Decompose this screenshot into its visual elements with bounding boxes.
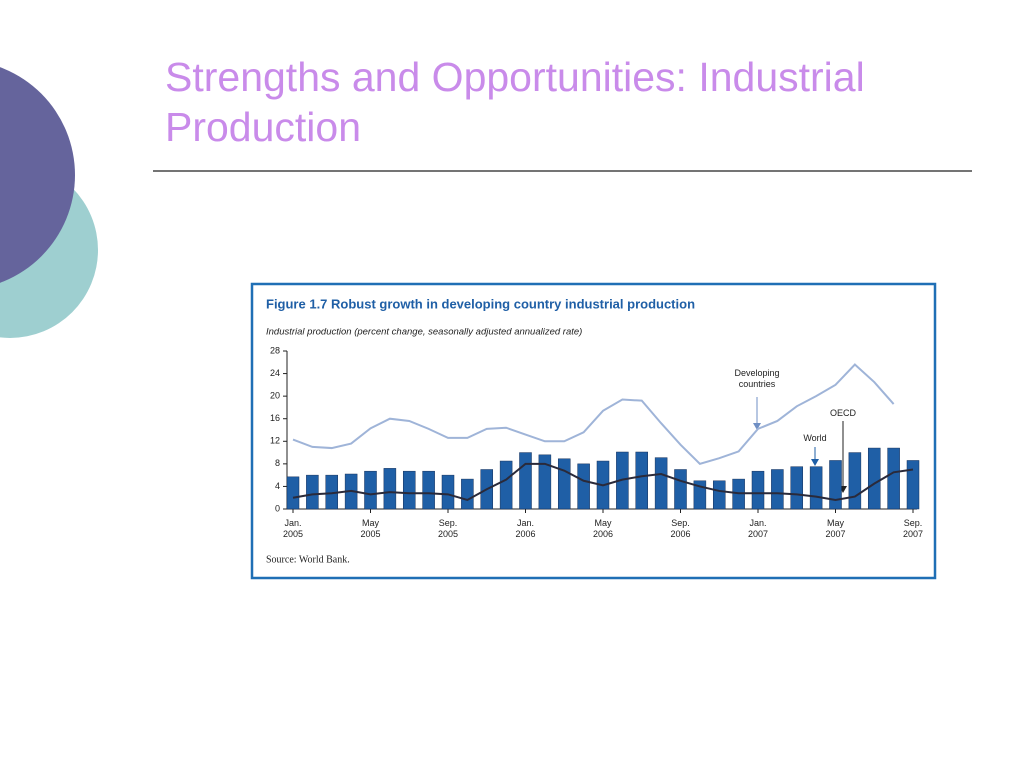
bar (538, 454, 552, 510)
x-tick-label: May 2005 (360, 518, 381, 539)
bar (422, 470, 435, 510)
y-tick-label: 4 (275, 481, 280, 491)
annotation-arrowhead (753, 423, 761, 430)
x-tick-label: Jan. 2006 (515, 518, 536, 539)
annotation-arrowhead (811, 459, 819, 466)
x-tick-label: May 2007 (825, 518, 846, 539)
bar (751, 470, 765, 510)
bar (557, 458, 571, 510)
bar (906, 460, 920, 510)
y-tick-label: 12 (270, 436, 280, 446)
annotation-oecd: OECD (829, 408, 856, 418)
bar (306, 474, 319, 510)
bar (790, 466, 804, 510)
x-tick-label: Jan. 2007 (747, 518, 769, 539)
bar (809, 466, 823, 510)
bar (654, 457, 668, 510)
decor-circle (0, 67, 75, 283)
bar (887, 447, 900, 510)
bar (402, 470, 416, 510)
y-tick-label: 0 (275, 503, 280, 513)
x-tick-label: Sep. 2007 (902, 518, 924, 539)
bar (771, 469, 784, 510)
x-tick-label: Jan. 2005 (282, 518, 304, 539)
y-tick-label: 16 (270, 413, 280, 423)
bar (364, 470, 377, 510)
figure-source: Source: World Bank. (266, 554, 350, 565)
y-tick-label: 20 (270, 391, 280, 401)
annotation-world: World (803, 433, 827, 443)
x-tick-label: Sep. 2006 (670, 518, 691, 539)
bar (712, 480, 726, 510)
bar (635, 451, 649, 510)
bar (674, 469, 687, 510)
line (292, 363, 895, 465)
y-tick-label: 8 (275, 458, 280, 468)
bar (867, 447, 881, 510)
line (292, 462, 914, 502)
x-tick-label: May 2006 (592, 518, 614, 539)
bar (577, 463, 590, 510)
bar (829, 460, 842, 510)
bar (383, 468, 397, 510)
bar (461, 478, 474, 510)
bar (286, 476, 300, 510)
figure-title: Figure 1.7 Robust growth in developing c… (266, 296, 695, 311)
y-tick-label: 24 (270, 368, 280, 378)
bar (499, 460, 513, 510)
bar (519, 452, 532, 510)
y-tick-label: 28 (270, 345, 280, 355)
x-tick-label: Sep. 2005 (437, 518, 459, 539)
annotation-developing: Developing countries (734, 368, 780, 389)
figure-subtitle: Industrial production (percent change, s… (266, 327, 582, 338)
bar (441, 474, 455, 510)
slide-title: Strengths and Opportunities: Industrial … (165, 54, 865, 150)
bar (848, 452, 862, 510)
